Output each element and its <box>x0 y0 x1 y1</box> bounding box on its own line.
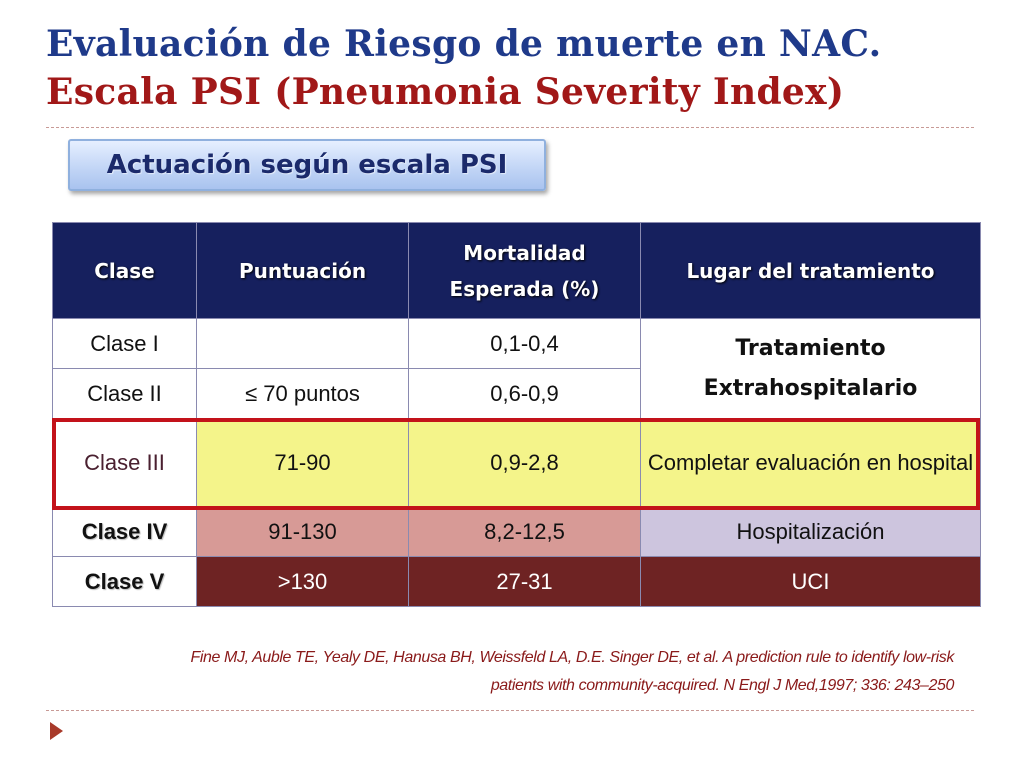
cell-clase: Clase V <box>52 556 197 607</box>
cell-clase: Clase III <box>52 418 197 507</box>
cell-lugar: UCI <box>640 556 981 607</box>
header-lugar: Lugar del tratamiento <box>640 222 981 319</box>
header-puntuacion: Puntuación <box>196 222 409 319</box>
cell-mortalidad: 27-31 <box>408 556 641 607</box>
header-clase: Clase <box>52 222 197 319</box>
table-row: Clase I 0,1-0,4 Tratamiento Extrahospita… <box>52 318 981 419</box>
cell-mortalidad: 0,1-0,4 <box>408 318 641 369</box>
table-row: Clase III 71-90 0,9-2,8 Completar evalua… <box>52 418 981 507</box>
title-line-2: Escala PSI (Pneumonia Severity Index) <box>46 71 845 113</box>
cell-puntuacion: ≤ 70 puntos <box>196 368 409 419</box>
cell-lugar-merged: Tratamiento Extrahospitalario <box>640 318 981 419</box>
cell-mortalidad: 0,9-2,8 <box>408 418 641 507</box>
header-mortalidad-line1: Mortalidad <box>463 240 586 265</box>
reference-line-1: Fine MJ, Auble TE, Yealy DE, Hanusa BH, … <box>190 649 954 666</box>
table-row: Clase V >130 27-31 UCI <box>52 556 981 607</box>
title-line-1: Evaluación de Riesgo de muerte en NAC. <box>46 23 882 65</box>
table-row: Clase II ≤ 70 puntos 0,6-0,9 <box>52 368 981 419</box>
subtitle-box: Actuación según escala PSI <box>68 139 546 191</box>
cell-puntuacion: >130 <box>196 556 409 607</box>
cell-clase: Clase IV <box>52 506 197 557</box>
triangle-bullet-icon <box>50 722 63 740</box>
header-mortalidad: Mortalidad Esperada (%) <box>408 222 641 319</box>
reference-line-2: patients with community-acquired. N Engl… <box>490 677 955 694</box>
cell-lugar: Completar evaluación en hospital <box>640 418 981 507</box>
top-divider <box>46 127 974 128</box>
cell-mortalidad: 8,2-12,5 <box>408 506 641 557</box>
cell-clase: Clase II <box>52 368 197 419</box>
lugar-merged-line1: Tratamiento <box>735 335 886 361</box>
cell-puntuacion: 71-90 <box>196 418 409 507</box>
header-mortalidad-line2: Esperada (%) <box>449 276 600 301</box>
psi-table: Clase Puntuación Mortalidad Esperada (%)… <box>52 222 981 607</box>
bottom-divider <box>46 710 974 711</box>
cell-puntuacion: 91-130 <box>196 506 409 557</box>
cell-lugar: Hospitalización <box>640 506 981 557</box>
table-row: Clase IV 91-130 8,2-12,5 Hospitalización <box>52 506 981 557</box>
subtitle-text: Actuación según escala PSI <box>106 150 508 180</box>
reference-citation: Fine MJ, Auble TE, Yealy DE, Hanusa BH, … <box>190 644 954 700</box>
cell-puntuacion <box>196 318 409 369</box>
cell-clase: Clase I <box>52 318 197 369</box>
slide-title: Evaluación de Riesgo de muerte en NAC. E… <box>46 20 881 116</box>
table-header-row: Clase Puntuación Mortalidad Esperada (%)… <box>52 222 981 319</box>
cell-mortalidad: 0,6-0,9 <box>408 368 641 419</box>
lugar-merged-line2: Extrahospitalario <box>703 375 918 401</box>
